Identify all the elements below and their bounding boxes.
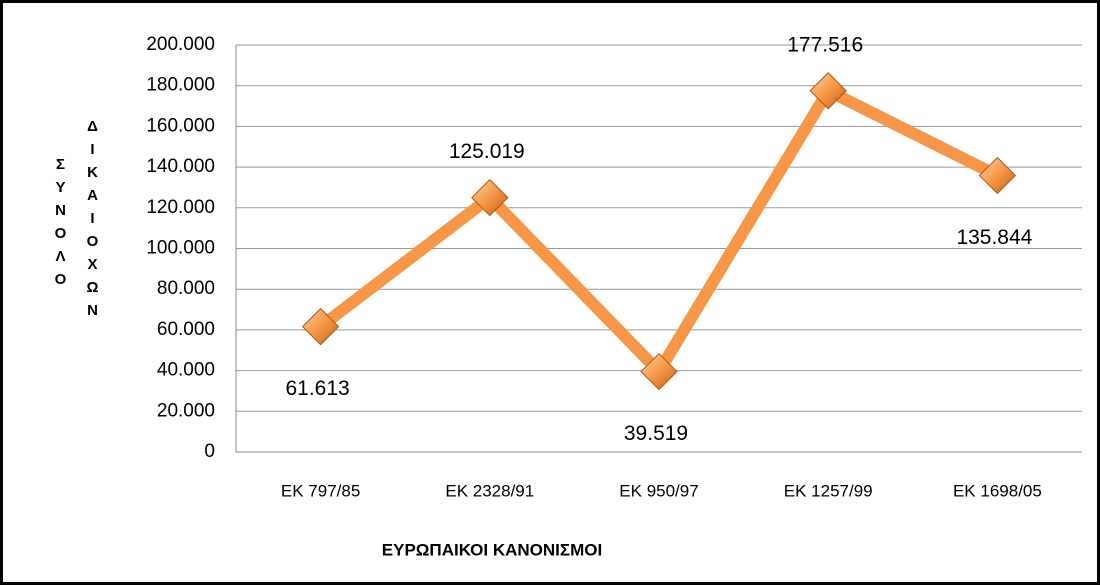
y-tick-label: 200.000 bbox=[146, 34, 215, 55]
data-label: 61.613 bbox=[285, 377, 349, 400]
y-tick-label: 140.000 bbox=[146, 156, 215, 177]
y-tick-label: 80.000 bbox=[157, 278, 215, 299]
marker bbox=[471, 178, 509, 217]
data-label: 39.519 bbox=[624, 422, 688, 445]
x-tick-label: ΕΚ 2328/91 bbox=[445, 481, 534, 500]
y-tick-label: 20.000 bbox=[157, 400, 215, 421]
marker bbox=[809, 72, 847, 110]
y-axis-title: ΣΥΝΟΛΟ bbox=[52, 156, 69, 294]
y-tick-label: 0 bbox=[204, 441, 215, 462]
x-tick-label: ΕΚ 950/97 bbox=[619, 481, 698, 500]
x-tick-label: ΕΚ 1257/99 bbox=[784, 481, 873, 500]
marker bbox=[978, 156, 1017, 195]
x-axis-title: ΕΥΡΩΠΑΙΚΟΙ ΚΑΝΟΝΙΣΜΟΙ bbox=[382, 540, 602, 559]
y-tick-label: 180.000 bbox=[146, 75, 215, 96]
y-tick-label: 60.000 bbox=[157, 319, 215, 340]
y-tick-label: 120.000 bbox=[146, 197, 215, 218]
y-tick-label: 160.000 bbox=[146, 115, 215, 136]
marker bbox=[640, 352, 678, 391]
y-tick-label: 40.000 bbox=[157, 360, 215, 381]
data-label: 177.516 bbox=[787, 33, 863, 56]
x-tick-label: ΕΚ 797/85 bbox=[281, 481, 360, 500]
x-tick-label: ΕΚ 1698/05 bbox=[953, 481, 1042, 500]
y-axis-title: ΔΙΚΑΙΟΧΩΝ bbox=[84, 118, 101, 325]
y-tick-label: 100.000 bbox=[146, 238, 215, 259]
data-label: 125.019 bbox=[449, 140, 525, 163]
data-label: 135.844 bbox=[956, 226, 1032, 249]
marker bbox=[301, 307, 340, 346]
